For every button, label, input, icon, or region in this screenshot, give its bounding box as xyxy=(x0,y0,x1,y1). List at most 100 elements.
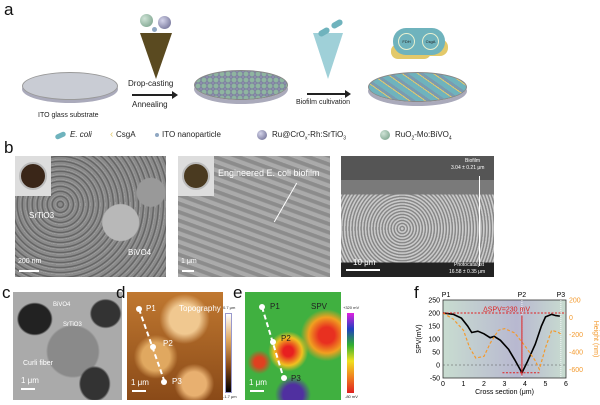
colorbar-max: +320 mV xyxy=(343,305,360,310)
bivo4-label: BiVO4 xyxy=(53,302,71,308)
sem-image-photocatalyst: SrTiO3 BiVO4 200 nm xyxy=(15,156,166,277)
scale-label: 1 μm xyxy=(181,258,197,265)
photocatalyst-thickness: 16.58 ± 0.35 μm xyxy=(449,269,486,275)
colorbar-min: -80 mV xyxy=(345,394,358,399)
point-p2-label: P2 xyxy=(518,292,527,299)
delta-spv-annotation: ΔSPV=230 mV xyxy=(483,307,530,314)
panel-label-c: c xyxy=(2,283,11,302)
y-tick-label: 0 xyxy=(436,363,440,370)
profile-path xyxy=(136,306,167,385)
colorbar-max: 0.7 μm xyxy=(223,305,236,310)
y-tick-label: 100 xyxy=(428,337,440,344)
srtio3-label: SrTiO3 xyxy=(63,322,82,328)
arrowhead xyxy=(345,90,351,98)
dropper-cone-2 xyxy=(313,33,343,79)
scale-bar xyxy=(346,269,380,271)
colorbar-min: -1.7 μm xyxy=(223,394,237,399)
coated-substrate-disk xyxy=(194,70,288,100)
sample-photo-inset xyxy=(15,156,51,196)
y-tick-label: 50 xyxy=(432,350,440,357)
x-tick-label: 6 xyxy=(564,381,568,388)
srtio3-label: SrTiO3 xyxy=(29,211,55,220)
afm-topography-map: P1 P2 P3 Topography 1 μm xyxy=(127,292,223,400)
sem-image-biofilm: Engineered E. coli biofilm 1 μm xyxy=(178,156,330,277)
point-p3: P3 xyxy=(291,374,301,383)
srtio3-particle-icon xyxy=(257,130,267,140)
scale-bar xyxy=(19,270,39,272)
profile-path xyxy=(259,304,287,381)
biofilm-label: Biofilm xyxy=(465,158,481,164)
height-series-line xyxy=(442,312,563,372)
scale-bar xyxy=(21,388,35,390)
y2-axis-label: Height (nm) xyxy=(592,321,599,358)
legend: E. coli ‹ CsgA ITO nanoparticle Ru@CrOx-… xyxy=(54,129,475,142)
ecoli-icon xyxy=(54,130,67,141)
ecoli-icon xyxy=(330,18,344,30)
biofilm-annotation: Engineered E. coli biofilm xyxy=(218,168,320,178)
curli-fiber-label: Curli fiber xyxy=(23,360,53,367)
srtio3-particle-icon xyxy=(158,16,171,29)
y-axis-label: SPV(mV) xyxy=(416,324,423,353)
step2-label: Biofilm cultivation xyxy=(296,99,351,106)
plasmid-label: FDH xyxy=(402,39,411,44)
scale-bar xyxy=(250,390,264,392)
arrowhead xyxy=(172,91,178,99)
ito-nanoparticle-icon xyxy=(155,133,159,137)
map-title: Topography xyxy=(179,304,221,313)
step1-label-top: Drop-casting xyxy=(128,79,174,88)
csga-icon: ‹ xyxy=(110,129,114,140)
plasmid-csga: CsgA xyxy=(422,33,439,50)
scale-bar xyxy=(132,390,146,392)
x-tick-label: 3 xyxy=(503,381,507,388)
bivo4-particle-icon xyxy=(380,130,390,140)
y-tick-label: 250 xyxy=(428,298,440,305)
y-tick-label: 150 xyxy=(428,324,440,331)
y2-tick-label: 0 xyxy=(569,315,573,322)
spv-map: P1 P2 P3 SPV 1 μm xyxy=(245,292,341,400)
point-p1: P1 xyxy=(146,304,156,313)
sample-photo-inset xyxy=(178,156,214,196)
ito-nanoparticle-icon xyxy=(152,27,157,32)
x-tick-label: 4 xyxy=(523,381,527,388)
arrow-step1 xyxy=(132,94,174,96)
panel-label-e: e xyxy=(233,283,243,302)
biofilm-thickness: 3.04 ± 0.21 μm xyxy=(451,165,485,171)
map-title: SPV xyxy=(311,302,328,311)
spv-colorbar xyxy=(347,313,354,393)
point-p2: P2 xyxy=(281,334,291,343)
x-tick-label: 2 xyxy=(482,381,486,388)
point-p3-label: P3 xyxy=(557,292,566,299)
y2-tick-label: 200 xyxy=(569,298,581,305)
legend-label: E. coli xyxy=(70,130,92,139)
sem-cross-section: Biofilm 3.04 ± 0.21 μm Photocatalyst 16.… xyxy=(341,156,494,277)
panel-label-a: a xyxy=(4,0,14,19)
biofilm-substrate-disk xyxy=(368,72,467,102)
legend-label: CsgA xyxy=(116,130,136,139)
point-p1: P1 xyxy=(270,302,280,311)
bivo4-particle-icon xyxy=(140,14,153,27)
dropper-cone-1 xyxy=(140,33,172,79)
legend-label: Ru@CrOx-Rh:SrTiO3 xyxy=(272,130,346,142)
point-p2: P2 xyxy=(163,339,173,348)
y2-tick-label: -600 xyxy=(569,367,583,374)
y2-tick-label: -200 xyxy=(569,332,583,339)
scale-label: 1 μm xyxy=(131,378,149,387)
spv-height-chart: 0 1 2 3 4 5 6-50050100150200250-600-400-200020… xyxy=(416,292,599,396)
y2-tick-label: -400 xyxy=(569,350,583,357)
y-tick-label: -50 xyxy=(430,376,440,383)
step1-label-bottom: Annealing xyxy=(132,100,168,109)
scale-bar xyxy=(182,270,194,272)
panel-label-d: d xyxy=(116,283,126,302)
scale-label: 1 μm xyxy=(21,376,39,385)
point-p1-label: P1 xyxy=(442,292,451,299)
photocatalyst-label: Photocatalyst xyxy=(454,262,485,268)
plasmid-label: CsgA xyxy=(425,39,436,44)
x-tick-label: 5 xyxy=(544,381,548,388)
bivo4-label: BiVO4 xyxy=(128,248,152,257)
point-p3: P3 xyxy=(172,377,182,386)
panel-label-b: b xyxy=(4,138,14,157)
x-tick-label: 0 xyxy=(441,381,445,388)
thickness-marker xyxy=(479,176,480,266)
topography-colorbar xyxy=(225,313,232,393)
ito-substrate-disk xyxy=(22,72,118,100)
